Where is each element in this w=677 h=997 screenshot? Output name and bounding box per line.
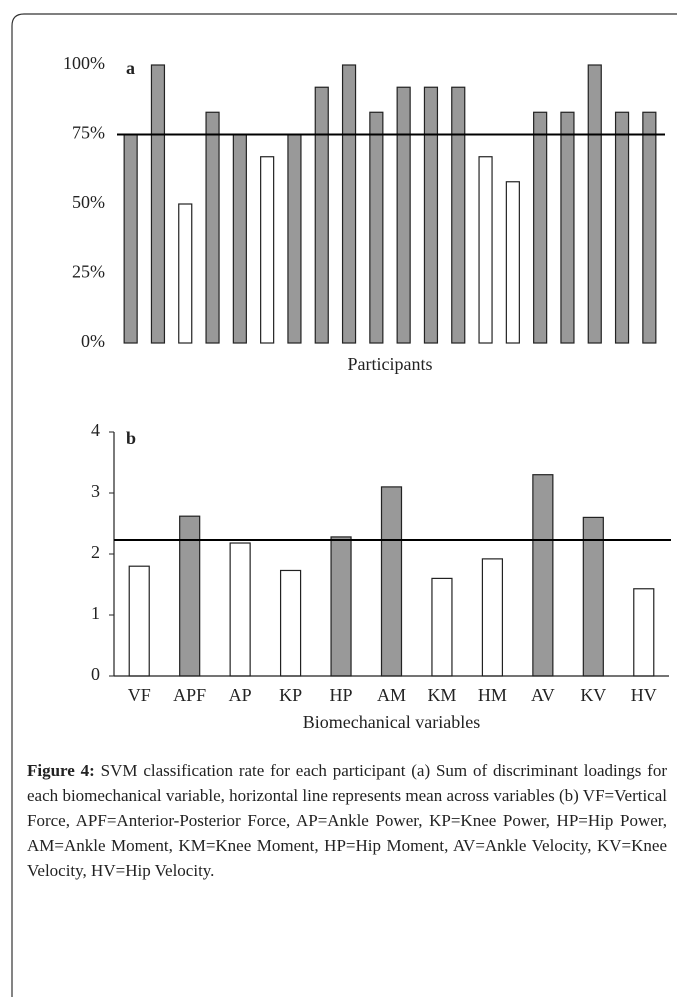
panel-label: a: [126, 58, 135, 78]
x-tick-label: APF: [173, 685, 206, 705]
bar: [229, 542, 251, 677]
bar: [123, 133, 138, 344]
bar: [380, 486, 403, 677]
bar: [150, 64, 166, 344]
bar: [533, 111, 548, 344]
bar: [314, 86, 329, 344]
x-tick-label: HM: [478, 685, 507, 705]
bar: [341, 64, 357, 344]
bar: [505, 181, 520, 344]
caption: Figure 4: SVM classification rate for ea…: [27, 758, 667, 883]
y-tick-label: 50%: [72, 192, 105, 212]
x-tick-label: KP: [279, 685, 302, 705]
bar: [287, 133, 302, 344]
x-tick-label: HV: [631, 685, 657, 705]
bar: [582, 516, 604, 677]
x-tick-label: KV: [580, 685, 606, 705]
y-tick-label: 4: [91, 420, 100, 440]
bar: [330, 536, 352, 677]
y-tick-label: 0: [91, 664, 100, 684]
bar: [431, 577, 453, 677]
frame: [11, 13, 677, 997]
y-tick-label: 100%: [63, 53, 105, 73]
x-tick-label: AV: [531, 685, 555, 705]
bar: [128, 565, 150, 677]
bar: [205, 111, 220, 344]
bar: [396, 86, 411, 344]
y-tick-label: 75%: [72, 123, 105, 143]
x-tick-label: HP: [330, 685, 353, 705]
bar: [642, 111, 657, 344]
x-tick-label: VF: [128, 685, 151, 705]
x-axis-title: Participants: [348, 354, 433, 374]
y-tick-label: 2: [91, 542, 100, 562]
bar: [587, 64, 602, 344]
y-tick-label: 3: [91, 481, 100, 501]
bar: [633, 588, 655, 677]
x-tick-label: AM: [377, 685, 406, 705]
caption-text: SVM classification rate for each partici…: [27, 761, 668, 880]
bar: [478, 156, 493, 344]
bar: [260, 156, 275, 344]
caption-label: Figure 4:: [27, 761, 95, 780]
y-tick-label: 25%: [72, 262, 105, 282]
y-tick-label: 1: [91, 603, 100, 623]
bar: [560, 111, 575, 344]
bar: [178, 203, 193, 344]
y-tick-label: 0%: [81, 331, 105, 351]
panel-label: b: [126, 428, 136, 448]
x-axis-title: Biomechanical variables: [303, 712, 480, 732]
x-tick-label: AP: [229, 685, 252, 705]
bar: [481, 558, 504, 677]
bar: [614, 111, 630, 344]
bar: [232, 133, 247, 344]
x-tick-label: KM: [427, 685, 456, 705]
bar: [279, 569, 302, 677]
bar: [532, 474, 554, 677]
bar: [423, 86, 439, 344]
bar: [451, 86, 466, 344]
bar: [369, 111, 384, 344]
